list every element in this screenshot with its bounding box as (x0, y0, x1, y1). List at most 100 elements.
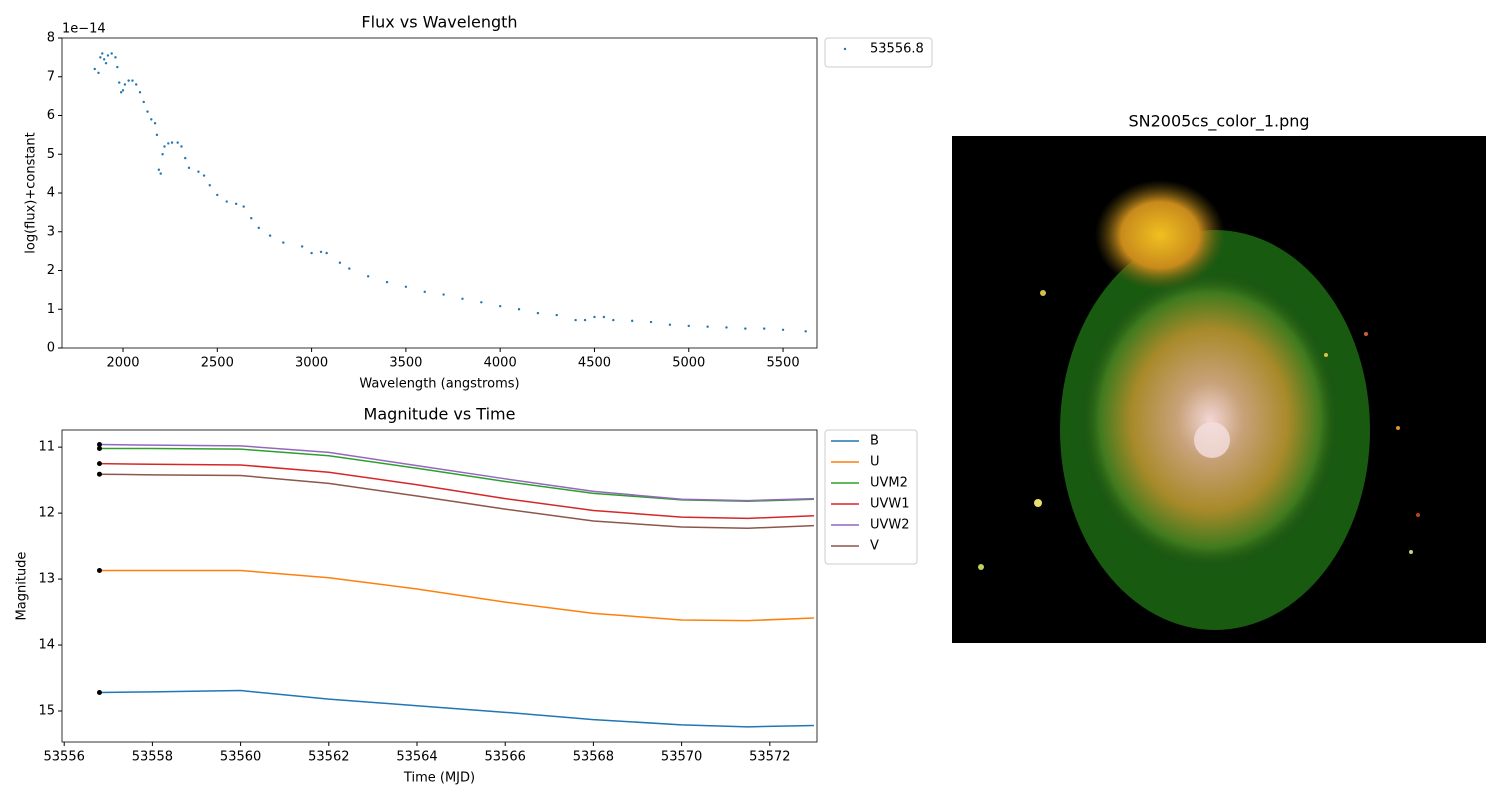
galaxy-image (952, 136, 1486, 643)
x-tick-label: 53556 (44, 750, 85, 765)
legend-label: 53556.8 (870, 42, 924, 57)
data-point (161, 153, 164, 156)
x-tick-label: 5500 (767, 356, 800, 371)
legend-label: UVW2 (870, 518, 910, 533)
data-point (170, 141, 174, 144)
data-point (110, 52, 113, 55)
data-point (176, 141, 179, 144)
data-point (106, 54, 110, 57)
y-tick-label: 13 (38, 572, 55, 587)
data-point (202, 174, 206, 177)
legend-label: U (870, 455, 880, 470)
data-point (536, 311, 540, 315)
y-offset-label: 1e−14 (62, 22, 106, 37)
data-point (668, 323, 672, 326)
star (1409, 550, 1413, 554)
data-point (127, 79, 130, 82)
observed-point (96, 442, 102, 448)
data-point (101, 52, 104, 55)
data-point (706, 325, 709, 328)
x-tick-label: 5000 (672, 356, 705, 371)
data-point (268, 234, 272, 237)
y-axis-label: Magnitude (15, 552, 30, 621)
series-line (99, 473, 814, 530)
legend-label: V (870, 539, 879, 554)
star (1324, 353, 1328, 357)
data-point (167, 142, 170, 145)
data-point (385, 280, 389, 284)
legend-label: UVM2 (870, 476, 908, 491)
x-tick-label: 4000 (484, 356, 517, 371)
x-tick-label: 53570 (661, 750, 702, 765)
data-point (135, 83, 138, 86)
legend-marker (843, 47, 847, 51)
data-point (744, 327, 747, 330)
data-point (687, 324, 690, 328)
data-point (781, 328, 785, 331)
x-tick-label: 53566 (485, 750, 526, 765)
data-point (121, 89, 125, 92)
data-point (116, 65, 119, 69)
data-point (93, 67, 96, 71)
data-point (338, 261, 342, 264)
data-point (574, 318, 577, 322)
legend: BU UVM2 UVW1 UVW2 V (824, 429, 918, 565)
y-tick-label: 1 (47, 302, 55, 317)
legend-label: B (870, 434, 879, 449)
data-point (225, 200, 228, 203)
data-point (555, 313, 558, 317)
data-point (348, 267, 351, 270)
y-tick-label: 2 (47, 263, 55, 278)
observed-point (96, 567, 102, 573)
data-point (153, 122, 157, 125)
y-tick-label: 8 (47, 31, 55, 46)
x-tick-label: 53564 (396, 750, 437, 765)
chart: Magnitude vs Time Time (MJD) Magnitude 5355… (15, 405, 918, 786)
observed-point (96, 461, 102, 467)
star (1364, 332, 1368, 336)
y-tick-label: 12 (38, 506, 55, 521)
x-tick-label: 53558 (132, 750, 173, 765)
data-point (300, 245, 304, 248)
y-tick-label: 6 (47, 108, 55, 123)
data-point (197, 170, 200, 173)
data-point (404, 285, 408, 288)
data-point (102, 58, 106, 61)
x-tick-label: 53562 (308, 750, 349, 765)
legend-frame (824, 429, 918, 565)
data-point (319, 250, 323, 254)
data-point (250, 216, 253, 220)
galaxy-core (1194, 422, 1230, 458)
y-tick-label: 11 (38, 440, 55, 455)
x-tick-label: 53568 (573, 750, 614, 765)
y-tick-label: 5 (47, 147, 55, 162)
observed-point (96, 690, 102, 696)
data-point (498, 304, 502, 308)
y-tick-label: 3 (47, 224, 55, 239)
data-point (159, 172, 162, 175)
image-title: SN2005cs_color_1.png (1128, 112, 1309, 132)
data-point (480, 301, 483, 304)
x-tick-label: 53572 (749, 750, 790, 765)
data-point (184, 156, 187, 160)
series-line (99, 462, 814, 520)
data-point (461, 297, 464, 300)
data-point (630, 319, 634, 323)
data-point (612, 318, 615, 322)
galaxy-disk (1080, 270, 1340, 570)
data-point (114, 56, 117, 59)
data-point (325, 251, 328, 255)
observed-point (96, 471, 102, 477)
plot-frame (61, 37, 818, 349)
plot-frame (61, 429, 818, 743)
chart: Flux vs Wavelength Wavelength (angstroms)… (24, 13, 933, 392)
legend: 53556.8 (824, 37, 933, 68)
y-tick-label: 0 (47, 341, 55, 356)
data-point (366, 275, 370, 278)
x-tick-label: 53560 (220, 750, 261, 765)
data-point (104, 61, 108, 65)
x-tick-label: 2000 (106, 356, 139, 371)
data-point (155, 133, 159, 137)
